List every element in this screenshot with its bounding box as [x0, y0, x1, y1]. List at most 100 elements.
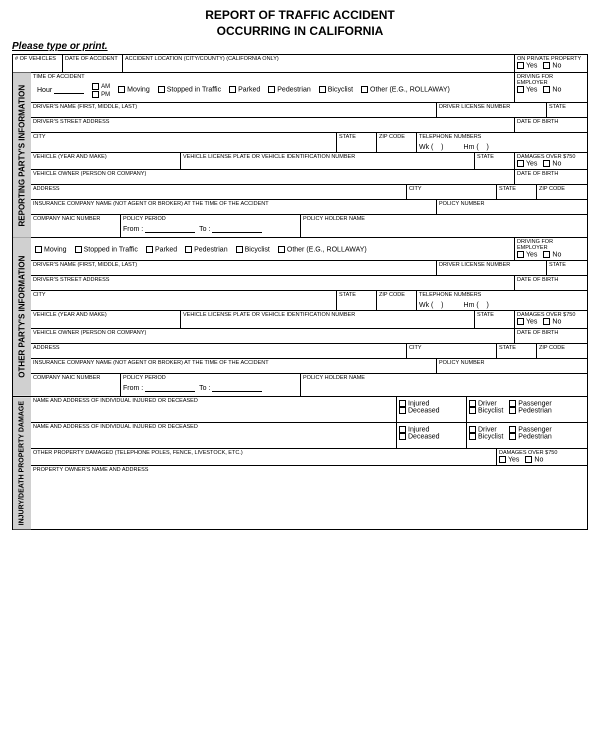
drv-cb-1[interactable]: Driver — [469, 400, 503, 407]
o-insurance[interactable]: INSURANCE COMPANY NAME (NOT AGENT OR BRO… — [31, 359, 437, 373]
o-holder[interactable]: POLICY HOLDER NAME — [301, 374, 587, 396]
priv-yes-cb[interactable]: Yes — [517, 62, 537, 69]
o-owner-state[interactable]: STATE — [497, 344, 537, 358]
zip[interactable]: ZIP CODE — [377, 133, 417, 152]
o-owner-city[interactable]: CITY — [407, 344, 497, 358]
pas-cb-2[interactable]: Passenger — [509, 426, 551, 433]
o-plate[interactable]: VEHICLE LICENSE PLATE OR VEHICLE IDENTIF… — [181, 311, 475, 327]
street-addr[interactable]: DRIVER'S STREET ADDRESS — [31, 118, 515, 132]
drv-cb-2[interactable]: Driver — [469, 426, 503, 433]
o-owner-addr[interactable]: ADDRESS — [31, 344, 407, 358]
o-dmg-yes[interactable]: Yes — [517, 318, 537, 325]
stopped-cb[interactable]: Stopped in Traffic — [158, 86, 221, 93]
bic-cb-2[interactable]: Bicyclist — [469, 433, 503, 440]
form-body: # OF VEHICLES DATE OF ACCIDENT ACCIDENT … — [12, 54, 588, 530]
deceased-cb-1[interactable]: Deceased — [399, 407, 464, 414]
pas-cb-1[interactable]: Passenger — [509, 400, 551, 407]
o-emp-yes[interactable]: Yes — [517, 251, 537, 258]
owner-zip[interactable]: ZIP CODE — [537, 185, 587, 199]
o-pedestrian-cb[interactable]: Pedestrian — [185, 246, 227, 253]
o-street[interactable]: DRIVER'S STREET ADDRESS — [31, 276, 515, 290]
owner-dob[interactable]: DATE OF BIRTH — [515, 170, 587, 184]
injured-cb-2[interactable]: Injured — [399, 426, 464, 433]
emp-no-cb[interactable]: No — [543, 86, 561, 93]
policy-num[interactable]: POLICY NUMBER — [437, 200, 587, 214]
prop-owner[interactable]: PROPERTY OWNER'S NAME AND ADDRESS — [31, 466, 587, 480]
state[interactable]: STATE — [337, 133, 377, 152]
employer-cell: DRIVING FOR EMPLOYER YesNo — [515, 73, 587, 102]
hour-field[interactable]: Hour — [37, 86, 84, 94]
dmg-yes[interactable]: Yes — [517, 160, 537, 167]
emp-yes-cb[interactable]: Yes — [517, 86, 537, 93]
policy-period[interactable]: POLICY PERIOD From : To : — [121, 215, 301, 237]
pedestrian-cb[interactable]: Pedestrian — [268, 86, 310, 93]
private-property-cell: ON PRIVATE PROPERTY YesNo — [515, 55, 587, 71]
damages: DAMAGES OVER $750 YesNo — [515, 153, 587, 169]
date-accident-cell[interactable]: DATE OF ACCIDENT — [63, 55, 123, 71]
o-bicyclist-cb[interactable]: Bicyclist — [236, 246, 270, 253]
bicyclist-cb[interactable]: Bicyclist — [319, 86, 353, 93]
deceased-cb-2[interactable]: Deceased — [399, 433, 464, 440]
o-parked-cb[interactable]: Parked — [146, 246, 177, 253]
other-section: OTHER PARTY'S INFORMATION Moving Stopped… — [13, 238, 587, 397]
other-cb[interactable]: Other (E.G., ROLLAWAY) — [361, 86, 450, 93]
o-zip[interactable]: ZIP CODE — [377, 291, 417, 310]
o-owner-zip[interactable]: ZIP CODE — [537, 344, 587, 358]
priv-no-cb[interactable]: No — [543, 62, 561, 69]
bic-cb-1[interactable]: Bicyclist — [469, 407, 503, 414]
o-period[interactable]: POLICY PERIOD From : To : — [121, 374, 301, 396]
ped-cb-2[interactable]: Pedestrian — [509, 433, 551, 440]
other-prop[interactable]: OTHER PROPERTY DAMAGED (TELEPHONE POLES,… — [31, 449, 497, 465]
holder[interactable]: POLICY HOLDER NAME — [301, 215, 587, 237]
moving-cb[interactable]: Moving — [118, 86, 150, 93]
inj-name-1[interactable]: NAME AND ADDRESS OF INDIVIDUAL INJURED O… — [31, 397, 397, 422]
location-cell[interactable]: ACCIDENT LOCATION (CITY/COUNTY) (CALIFOR… — [123, 55, 515, 71]
o-license[interactable]: DRIVER LICENSE NUMBER — [437, 261, 547, 275]
prop-dmg-yes[interactable]: Yes — [499, 456, 519, 463]
o-stopped-cb[interactable]: Stopped in Traffic — [75, 246, 138, 253]
prop-dmg-no[interactable]: No — [525, 456, 543, 463]
o-naic[interactable]: COMPANY NAIC NUMBER — [31, 374, 121, 396]
o-driver-name[interactable]: DRIVER'S NAME (FIRST, MIDDLE, LAST) — [31, 261, 437, 275]
o-lic-state[interactable]: STATE — [547, 261, 587, 275]
o-moving-cb[interactable]: Moving — [35, 246, 67, 253]
license-num[interactable]: DRIVER LICENSE NUMBER — [437, 103, 547, 117]
plate-state[interactable]: STATE — [475, 153, 515, 169]
o-state[interactable]: STATE — [337, 291, 377, 310]
o-city[interactable]: CITY — [31, 291, 337, 310]
parked-cb[interactable]: Parked — [229, 86, 260, 93]
owner-city[interactable]: CITY — [407, 185, 497, 199]
o-emp-no[interactable]: No — [543, 251, 561, 258]
o-dob[interactable]: DATE OF BIRTH — [515, 276, 587, 290]
driver-name[interactable]: DRIVER'S NAME (FIRST, MIDDLE, LAST) — [31, 103, 437, 117]
naic[interactable]: COMPANY NAIC NUMBER — [31, 215, 121, 237]
am-cb[interactable]: AM — [92, 83, 110, 90]
injury-label: INJURY/DEATH PROPERTY DAMAGE — [13, 397, 31, 529]
city[interactable]: CITY — [31, 133, 337, 152]
license-state[interactable]: STATE — [547, 103, 587, 117]
inj-name-2[interactable]: NAME AND ADDRESS OF INDIVIDUAL INJURED O… — [31, 423, 397, 448]
ped-cb-1[interactable]: Pedestrian — [509, 407, 551, 414]
phone[interactable]: TELEPHONE NUMBERS Wk ( )Hm ( ) — [417, 133, 587, 152]
form-title-1: REPORT OF TRAFFIC ACCIDENT — [12, 8, 588, 24]
o-dmg-no[interactable]: No — [543, 318, 561, 325]
owner[interactable]: VEHICLE OWNER (PERSON OR COMPANY) — [31, 170, 515, 184]
o-owner-dob[interactable]: DATE OF BIRTH — [515, 329, 587, 343]
num-vehicles-cell[interactable]: # OF VEHICLES — [13, 55, 63, 71]
owner-state[interactable]: STATE — [497, 185, 537, 199]
injured-cb-1[interactable]: Injured — [399, 400, 464, 407]
dob[interactable]: DATE OF BIRTH — [515, 118, 587, 132]
o-plate-state[interactable]: STATE — [475, 311, 515, 327]
injury-section: INJURY/DEATH PROPERTY DAMAGE NAME AND AD… — [13, 397, 587, 529]
o-phone[interactable]: TELEPHONE NUMBERS Wk ( )Hm ( ) — [417, 291, 587, 310]
pm-cb[interactable]: PM — [92, 91, 110, 98]
plate[interactable]: VEHICLE LICENSE PLATE OR VEHICLE IDENTIF… — [181, 153, 475, 169]
o-policy[interactable]: POLICY NUMBER — [437, 359, 587, 373]
insurance[interactable]: INSURANCE COMPANY NAME (NOT AGENT OR BRO… — [31, 200, 437, 214]
o-vehicle[interactable]: VEHICLE (YEAR AND MAKE) — [31, 311, 181, 327]
o-owner[interactable]: VEHICLE OWNER (PERSON OR COMPANY) — [31, 329, 515, 343]
owner-addr[interactable]: ADDRESS — [31, 185, 407, 199]
o-other-cb[interactable]: Other (E.G., ROLLAWAY) — [278, 246, 367, 253]
dmg-no[interactable]: No — [543, 160, 561, 167]
vehicle[interactable]: VEHICLE (YEAR AND MAKE) — [31, 153, 181, 169]
